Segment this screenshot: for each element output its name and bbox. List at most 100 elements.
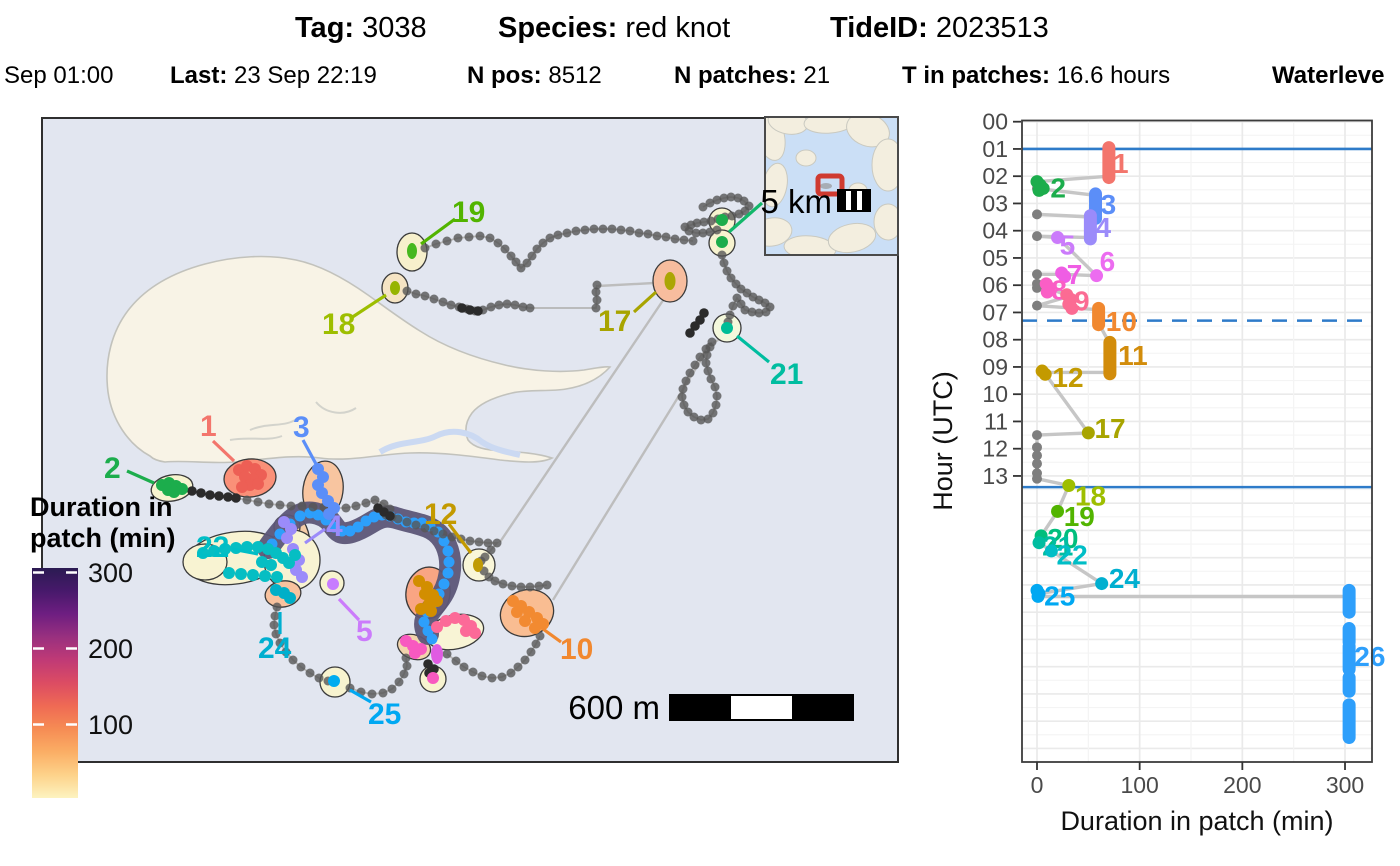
patch-dot-10: [529, 622, 541, 634]
plot-grey-point: [1032, 282, 1042, 293]
track-dot: [275, 638, 285, 648]
patch-label-18: 18: [322, 308, 355, 341]
track-dot: [678, 384, 688, 394]
patch-dot-19: [407, 243, 417, 259]
title-tideid: TideID: 2023513: [830, 12, 1049, 45]
track-dot-dark: [214, 491, 224, 501]
patch-label-24: 24: [258, 632, 292, 665]
track-dot: [281, 647, 291, 657]
track-dot: [493, 238, 503, 248]
plot-grey-point: [1032, 300, 1042, 311]
plot-patch-label-4: 4: [1096, 212, 1112, 243]
track-dot: [474, 537, 484, 547]
y-tick-label: 02: [982, 163, 1008, 189]
y-tick-label: 11: [984, 408, 1008, 434]
track-dot: [438, 529, 448, 539]
patch-label-10: 10: [560, 633, 593, 666]
y-tick-label: 04: [982, 218, 1008, 244]
inset-scale-label: 5 km: [760, 183, 832, 220]
track-dot: [468, 667, 478, 677]
tideid-label: TideID:: [830, 12, 928, 44]
track-dot: [492, 538, 502, 548]
track-dot: [542, 580, 552, 590]
x-axis-title: Duration in patch (min): [1060, 806, 1333, 836]
patch-dot-26: [426, 633, 438, 645]
patch-label-2: 2: [104, 452, 121, 485]
plot-patch-point-24: [1095, 577, 1109, 591]
track-dot: [447, 532, 457, 542]
y-tick-label: 00: [982, 109, 1008, 135]
plot-patch-label-10: 10: [1106, 306, 1137, 337]
patch-leader-5: [337, 597, 361, 622]
patch-label-1: 1: [200, 410, 217, 443]
track-dot: [711, 400, 721, 410]
inset-land: [873, 203, 898, 241]
plot-patch-label-17: 17: [1094, 413, 1125, 444]
plot-patch-label-26: 26: [1354, 641, 1385, 672]
patch-dot-26: [312, 509, 324, 521]
patch-dot-10: [519, 615, 531, 627]
plot-patch-label-12: 12: [1052, 362, 1083, 393]
plot-patch-point-9: [1065, 301, 1079, 315]
track-dot: [370, 495, 380, 505]
patch-leader-19: [420, 217, 456, 246]
plot-patch-point-5: [1051, 231, 1065, 245]
patch-label-5: 5: [356, 615, 373, 648]
track-dot: [705, 198, 715, 208]
track-dot: [681, 376, 691, 386]
patch-label-19: 19: [452, 196, 485, 229]
npos-value: 8512: [548, 62, 602, 89]
patch-dot-25: [328, 675, 340, 687]
track-dot: [643, 229, 653, 239]
track-dot: [702, 350, 712, 360]
patch-dot-22: [271, 571, 283, 583]
patch-leader-2: [126, 469, 155, 485]
track-dot: [699, 217, 709, 227]
legend-tick-label: 100: [88, 710, 133, 740]
y-tick-label: 06: [982, 272, 1008, 298]
patch-dot-4: [281, 532, 293, 544]
patch-dot-22: [219, 543, 231, 555]
patch-leader-21: [735, 334, 771, 364]
legend-title-line2: patch (min): [30, 523, 176, 553]
track-dot: [401, 653, 411, 663]
inset-land: [871, 138, 898, 192]
plot-patch-label-7: 7: [1067, 259, 1083, 290]
plot-patch-label-25: 25: [1044, 580, 1075, 611]
track-dot: [341, 503, 351, 513]
plot-grey-point: [1032, 209, 1042, 220]
inset-location-marker: [815, 173, 845, 197]
patch-dot-10: [511, 606, 523, 618]
patch-dot-18: [390, 281, 400, 295]
y-tick-label: 05: [982, 245, 1008, 271]
track-dot: [451, 656, 461, 666]
track-dot: [719, 193, 729, 203]
map-land: [106, 255, 612, 464]
track-dot: [679, 400, 689, 410]
waterlevel-label: Waterleve: [1272, 62, 1385, 89]
track-dot: [486, 545, 496, 555]
patch-leader-17: [632, 290, 658, 314]
patch-dot-21: [721, 322, 733, 334]
patch-dot-3: [323, 508, 335, 520]
y-tick-label: 12: [982, 436, 1008, 462]
patch-label-4: 4: [326, 510, 343, 543]
patch-dot-26: [438, 578, 450, 590]
track-dot-dark: [699, 308, 709, 318]
plot-patch-point-7: [1058, 269, 1072, 283]
track-dot: [520, 655, 530, 665]
track-dot: [706, 374, 716, 384]
patch-dot-11: [419, 588, 431, 600]
track-dot: [712, 391, 722, 401]
legend-tick-label: 300: [88, 558, 133, 588]
track-dot: [429, 526, 439, 536]
plot-patch-label-21: 21: [1042, 530, 1073, 561]
y-tick-label: 09: [982, 354, 1008, 380]
plot-grey-point: [1032, 442, 1042, 453]
plot-patch-point-18: [1062, 478, 1076, 492]
track-dot: [534, 581, 544, 591]
plot-patch-label-2: 2: [1050, 172, 1066, 203]
plot-border: [1021, 119, 1373, 763]
